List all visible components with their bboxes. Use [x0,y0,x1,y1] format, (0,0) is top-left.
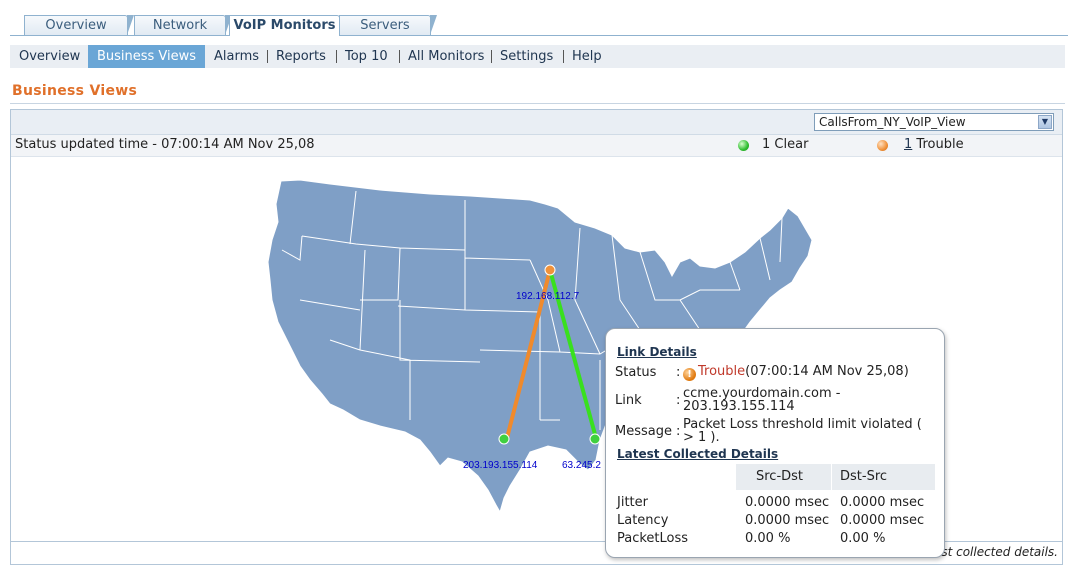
clear-label: Clear [774,137,809,152]
metric-src-dst: 0.0000 msec [745,513,830,528]
metric-src-dst: 0.0000 msec [745,495,830,510]
status-time: (07:00:14 AM Nov 25,08) [745,364,909,379]
table-header: Src-Dst Dst-Src [615,464,935,490]
node-label: 192.168.112.7 [516,291,580,302]
subnav-separator [267,50,268,63]
subnav-top10[interactable]: Top 10 [345,49,388,64]
node-label: 63.245.2 [562,460,601,471]
column-header: Src-Dst [736,464,831,490]
table-header-blank [615,464,736,490]
subnav-separator [336,50,337,63]
column-header: Dst-Src [832,464,935,490]
tab-servers[interactable]: Servers [339,15,437,35]
message-label: Message [615,424,672,439]
subnav-help[interactable]: Help [572,49,602,64]
metric-dst-src: 0.00 % [840,531,886,546]
tab-network[interactable]: Network [134,15,232,35]
view-selector[interactable]: CallsFrom_NY_VoIP_View ▼ [814,113,1054,131]
metric-dst-src: 0.0000 msec [840,495,925,510]
chevron-down-icon[interactable]: ▼ [1038,115,1052,129]
bottom-strip: est collected details. [11,541,1062,564]
trouble-status-icon [877,140,888,151]
bottom-note: est collected details. [933,545,1058,559]
subnav-overview[interactable]: Overview [19,49,81,64]
metric-name: Jitter [617,495,648,510]
message-value: Packet Loss threshold limit violated ( >… [683,417,922,445]
view-toolbar: CallsFrom_NY_VoIP_View ▼ [11,110,1062,135]
trouble-legend: 1 Trouble [904,137,964,152]
view-selector-value: CallsFrom_NY_VoIP_View [819,115,966,129]
subnav-business-views[interactable]: Business Views [88,45,205,68]
subnav-separator [491,50,492,63]
subnav-all-monitors[interactable]: All Monitors [408,49,485,64]
metric-name: PacketLoss [617,531,689,546]
subnav-settings[interactable]: Settings [500,49,554,64]
status-word: Trouble [698,364,746,379]
latest-collected-header[interactable]: Latest Collected Details [617,447,779,461]
colon: : [676,424,681,439]
status-bar: Status updated time - 07:00:14 AM Nov 25… [11,135,1062,157]
metric-src-dst: 0.00 % [745,531,791,546]
clear-count: 1 [762,137,771,152]
link-details-header[interactable]: Link Details [617,345,697,359]
metric-name: Latency [617,513,669,528]
metric-dst-src: 0.0000 msec [840,513,925,528]
status-value: ! Trouble(07:00:14 AM Nov 25,08) [683,365,933,381]
page-title: Business Views [12,83,138,99]
business-view-panel: CallsFrom_NY_VoIP_View ▼ Status updated … [10,109,1063,565]
subnav-separator [563,50,564,63]
colon: : [676,393,681,408]
clear-legend: 1 Clear [762,137,808,152]
table-row: Latency 0.0000 msec 0.0000 msec [615,513,935,531]
trouble-icon: ! [683,368,696,381]
table-row: PacketLoss 0.00 % 0.00 % [615,531,935,549]
table-row: Jitter 0.0000 msec 0.0000 msec [615,495,935,513]
subnav-separator [399,50,400,63]
tab-voip-monitors[interactable]: VoIP Monitors [229,15,346,36]
link-label: Link [615,393,642,408]
colon: : [676,365,681,380]
link-value: ccme.yourdomain.com - 203.193.155.114 [683,386,841,414]
subnav-alarms[interactable]: Alarms [214,49,260,64]
tabs-baseline [10,35,1068,36]
trouble-count-link[interactable]: 1 [904,137,913,152]
status-updated-time: Status updated time - 07:00:14 AM Nov 25… [15,137,315,152]
node-label: 203.193.155.114 [463,460,538,471]
status-label: Status [615,365,657,380]
main-tabs: Overview Network VoIP Monitors Servers [10,0,1068,36]
tab-overview[interactable]: Overview [24,15,134,35]
title-divider [10,103,1065,104]
clear-status-icon [738,140,749,151]
trouble-label: Trouble [916,137,964,152]
link-details-popup: Link Details Status : ! Trouble(07:00:14 … [605,328,945,558]
sub-navigation: Overview Business Views Alarms Reports T… [10,45,1065,68]
subnav-reports[interactable]: Reports [276,49,326,64]
